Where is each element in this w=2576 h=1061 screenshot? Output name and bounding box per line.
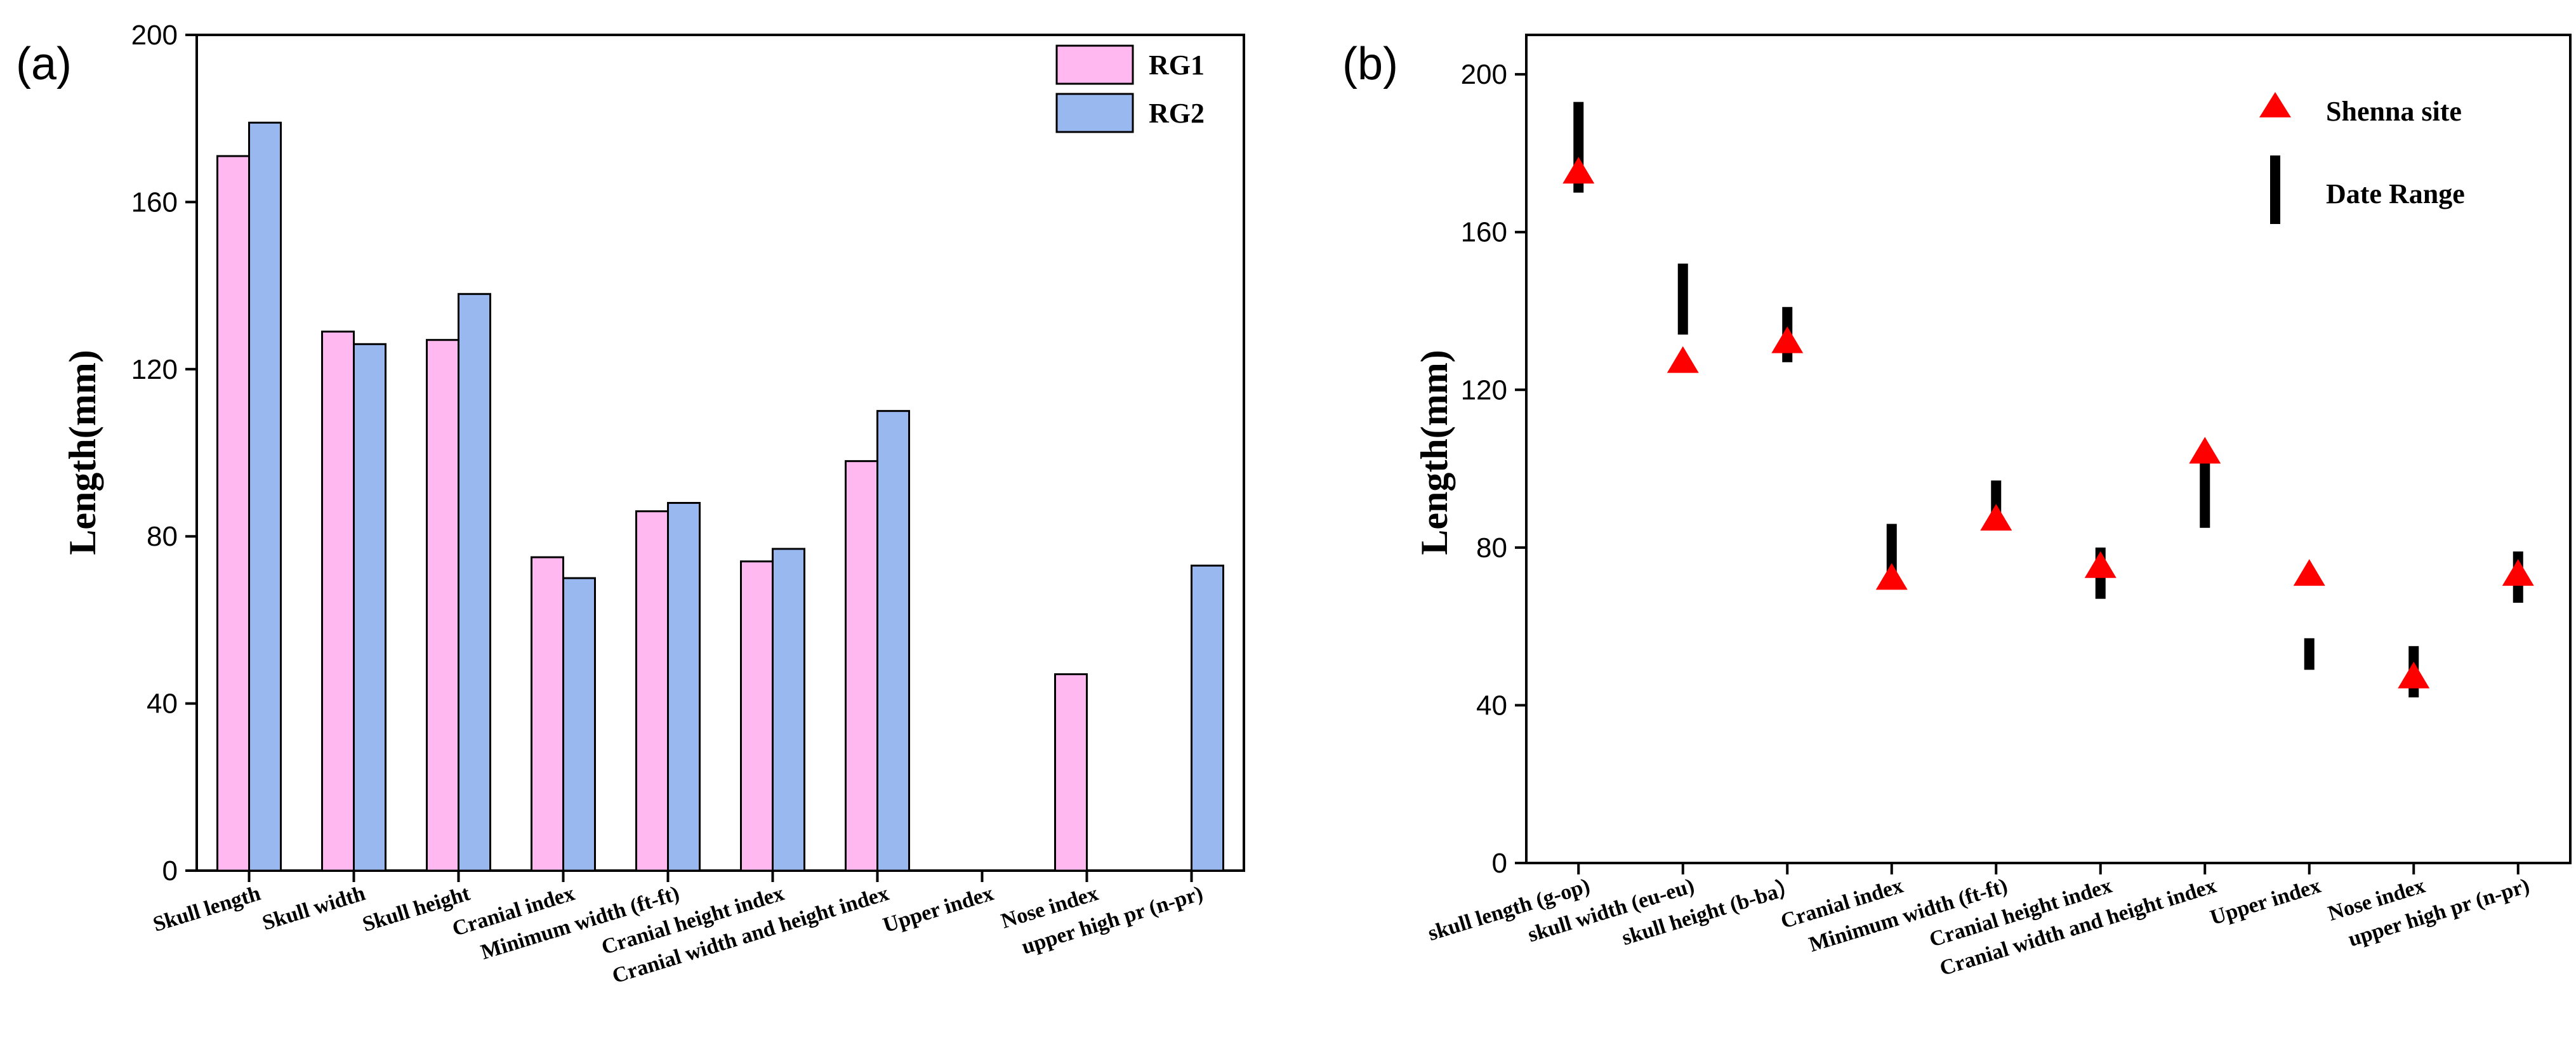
bar-rg2 <box>562 577 596 872</box>
legend-label-shenna-site: Shenna site <box>2326 96 2462 127</box>
legend-label-rg1: RG1 <box>1149 49 1205 81</box>
bar-rg2 <box>1191 564 1224 872</box>
bar-rg1 <box>321 331 355 872</box>
panel-b-label: (b) <box>1342 39 1398 89</box>
date-range-bar <box>2304 638 2315 670</box>
panel-b-y-axis: 0 40 80 120 160 200 <box>1461 59 1526 879</box>
panel-b-plot-frame <box>1525 34 2572 864</box>
shenna-site-point <box>1875 563 1908 590</box>
panel-a-bars <box>216 121 1224 872</box>
bar-rg2 <box>772 548 805 872</box>
bar-rg1 <box>426 339 459 872</box>
y-tick-label: 200 <box>131 20 178 51</box>
y-tick-label: 160 <box>131 187 178 218</box>
shenna-site-point <box>2084 551 2117 578</box>
shenna-site-point <box>1771 326 1804 353</box>
y-tick-label: 120 <box>131 354 178 385</box>
shenna-site-point <box>2398 661 2430 689</box>
panel-b-y-axis-title: Length(mm) <box>1413 350 1455 555</box>
date-range-bar <box>2200 461 2210 528</box>
panel-b-x-axis: skull length (g-op)skull width (eu-eu)sk… <box>1425 863 2532 980</box>
legend-label-rg2: RG2 <box>1149 98 1205 129</box>
panel-a-legend: RG1 RG2 <box>1055 44 1205 133</box>
bar-rg1 <box>216 155 250 872</box>
panel-a-y-axis-title: Length(mm) <box>62 350 103 555</box>
legend-swatch-rg1 <box>1055 44 1134 85</box>
y-tick-label: 80 <box>1476 532 1507 563</box>
y-tick-label: 80 <box>147 521 178 552</box>
legend-label-date-range: Date Range <box>2326 178 2465 209</box>
bar-rg2 <box>353 343 386 872</box>
legend-swatch-rg2 <box>1055 93 1134 133</box>
shenna-site-point <box>1667 346 1699 373</box>
bar-rg2 <box>248 121 282 872</box>
x-category-label: Upper index <box>2207 874 2323 930</box>
y-tick-label: 0 <box>162 855 178 886</box>
bar-rg1 <box>1054 673 1088 872</box>
panel-a-y-axis: 0 40 80 120 160 200 <box>131 20 197 886</box>
bar-rg2 <box>667 502 701 872</box>
panel-a-label: (a) <box>16 39 72 89</box>
y-tick-label: 160 <box>1461 217 1507 248</box>
y-tick-label: 0 <box>1492 848 1507 879</box>
y-tick-label: 40 <box>1476 690 1507 721</box>
shenna-site-point <box>1562 157 1595 184</box>
shenna-site-point <box>1980 504 2012 531</box>
bar-rg1 <box>531 556 564 872</box>
x-category-label: Upper index <box>880 881 996 937</box>
bar-rg1 <box>635 510 669 872</box>
bar-rg2 <box>876 410 910 872</box>
shenna-site-point <box>2293 559 2325 586</box>
bar-rg2 <box>458 293 491 872</box>
legend-triangle-icon <box>2259 92 2291 117</box>
panel-a-plot-frame <box>195 34 1245 872</box>
shenna-site-point <box>2502 559 2534 586</box>
y-tick-label: 120 <box>1461 374 1507 405</box>
shenna-site-point <box>2189 437 2221 464</box>
legend-range-bar-icon <box>2270 155 2280 224</box>
bar-rg1 <box>845 460 878 872</box>
x-category-label: Skull width <box>260 881 368 935</box>
y-tick-label: 40 <box>147 689 178 720</box>
bar-rg1 <box>740 560 774 872</box>
panel-b-scatter-chart: (b) 0 40 80 120 160 200 skull length (g-op)sk… <box>1342 34 2572 980</box>
panel-b-legend: Shenna site Date Range <box>2259 92 2465 224</box>
x-category-label: Skull length <box>150 881 263 937</box>
date-range-bar <box>1677 263 1688 335</box>
y-tick-label: 200 <box>1461 59 1507 90</box>
panel-b-marks <box>1562 102 2534 697</box>
